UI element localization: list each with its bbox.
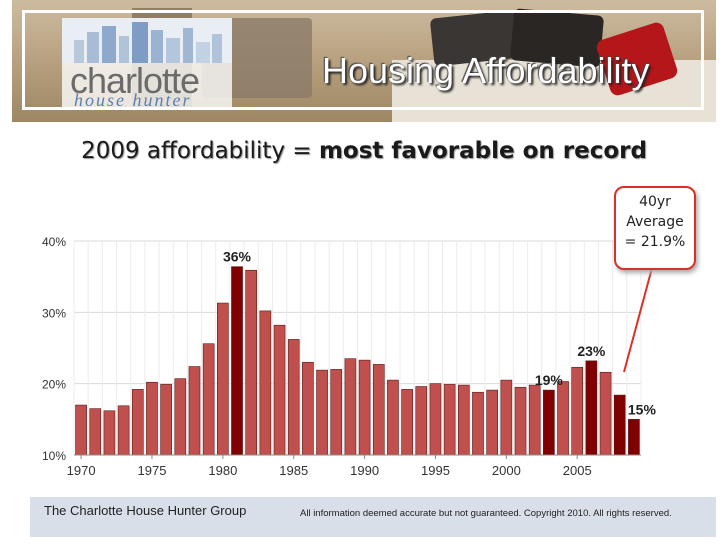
bar-1978 <box>188 366 201 456</box>
data-label-2006: 23% <box>577 343 606 359</box>
callout-line-2: Average <box>626 214 684 230</box>
footer-disclaimer: All information deemed accurate but not … <box>300 508 672 519</box>
bar-1981 <box>231 266 243 456</box>
callout-line-1: 40yr <box>639 194 671 210</box>
headline-emphasis: most favorable on record <box>318 138 647 164</box>
bar-1993 <box>401 389 413 456</box>
bar-1995 <box>429 383 442 456</box>
bar-1974 <box>131 389 144 456</box>
bar-1971 <box>89 408 102 456</box>
x-tick-label: 1980 <box>208 463 237 478</box>
footer-company: The Charlotte House Hunter Group <box>44 503 247 518</box>
bar-2002 <box>528 384 541 456</box>
data-label-1981: 36% <box>223 249 252 265</box>
logo-text-house-hunter: house hunter <box>74 90 192 110</box>
bar-2001 <box>514 386 527 456</box>
bar-1990 <box>358 359 371 456</box>
x-tick-label: 2000 <box>492 463 521 478</box>
bar-1987 <box>316 369 328 456</box>
footer: The Charlotte House Hunter Group All inf… <box>30 497 716 537</box>
chart-gridlines <box>73 240 642 456</box>
bar-1994 <box>415 386 428 456</box>
bar-2007 <box>599 371 612 456</box>
bar-2006 <box>585 360 598 456</box>
headline-prefix: 2009 affordability = <box>81 138 319 164</box>
bar-1983 <box>259 310 272 456</box>
bar-2004 <box>557 381 569 456</box>
data-label-2003: 19% <box>535 372 564 388</box>
x-tick-label: 1970 <box>67 463 96 478</box>
bar-1988 <box>330 369 343 456</box>
y-tick-label: 30% <box>42 306 66 320</box>
x-tick-label: 1985 <box>279 463 308 478</box>
company-logo: charlotte house hunter <box>62 18 232 110</box>
bar-1996 <box>443 384 456 456</box>
y-tick-label: 40% <box>42 235 66 249</box>
chart-bars <box>74 266 641 456</box>
bar-1972 <box>103 410 116 456</box>
bar-1999 <box>486 389 498 456</box>
bar-1992 <box>387 379 399 456</box>
skyline-icon <box>62 18 232 63</box>
bar-1980 <box>217 302 229 456</box>
bar-2005 <box>571 366 584 456</box>
banner-frame <box>22 10 704 110</box>
bar-2009 <box>628 419 640 456</box>
y-axis-ticks: 10% 20% 30% 40% <box>42 235 66 463</box>
x-tick-label: 1990 <box>350 463 379 478</box>
bar-1986 <box>302 361 314 456</box>
chart-data-labels: 36% 19% 23% 15% <box>223 249 656 418</box>
x-tick-label: 2005 <box>563 463 592 478</box>
x-axis-ticks: 1970 1975 1980 1985 1990 1995 2000 2005 <box>67 455 592 478</box>
bar-1975 <box>146 381 158 456</box>
bar-2000 <box>500 379 513 456</box>
headline: 2009 affordability = most favorable on r… <box>0 138 728 164</box>
bar-1979 <box>202 343 215 456</box>
bar-1989 <box>344 358 357 456</box>
y-tick-label: 10% <box>42 449 66 463</box>
logo-text-charlotte: charlotte <box>70 60 200 101</box>
callout-pointer <box>623 267 653 373</box>
bar-1984 <box>273 324 286 456</box>
bar-1997 <box>457 384 470 456</box>
bar-2008 <box>613 394 626 456</box>
bar-1998 <box>472 391 484 456</box>
bar-1976 <box>160 384 172 456</box>
page-title: Housing Affordability <box>322 50 650 91</box>
data-label-2009: 15% <box>628 401 657 417</box>
header-banner: charlotte house hunter Housing Affordabi… <box>12 0 716 122</box>
x-tick-label: 1975 <box>138 463 167 478</box>
bar-1982 <box>245 269 258 456</box>
y-tick-label: 20% <box>42 378 66 392</box>
bar-1970 <box>75 404 87 456</box>
bar-1991 <box>372 364 385 456</box>
callout-line-3: = 21.9% <box>624 234 686 250</box>
bar-1973 <box>117 405 130 456</box>
bar-1977 <box>174 378 187 456</box>
average-callout: 40yr Average = 21.9% <box>614 186 696 270</box>
bar-2003 <box>543 389 555 456</box>
bar-1985 <box>287 339 300 456</box>
x-tick-label: 1995 <box>421 463 450 478</box>
